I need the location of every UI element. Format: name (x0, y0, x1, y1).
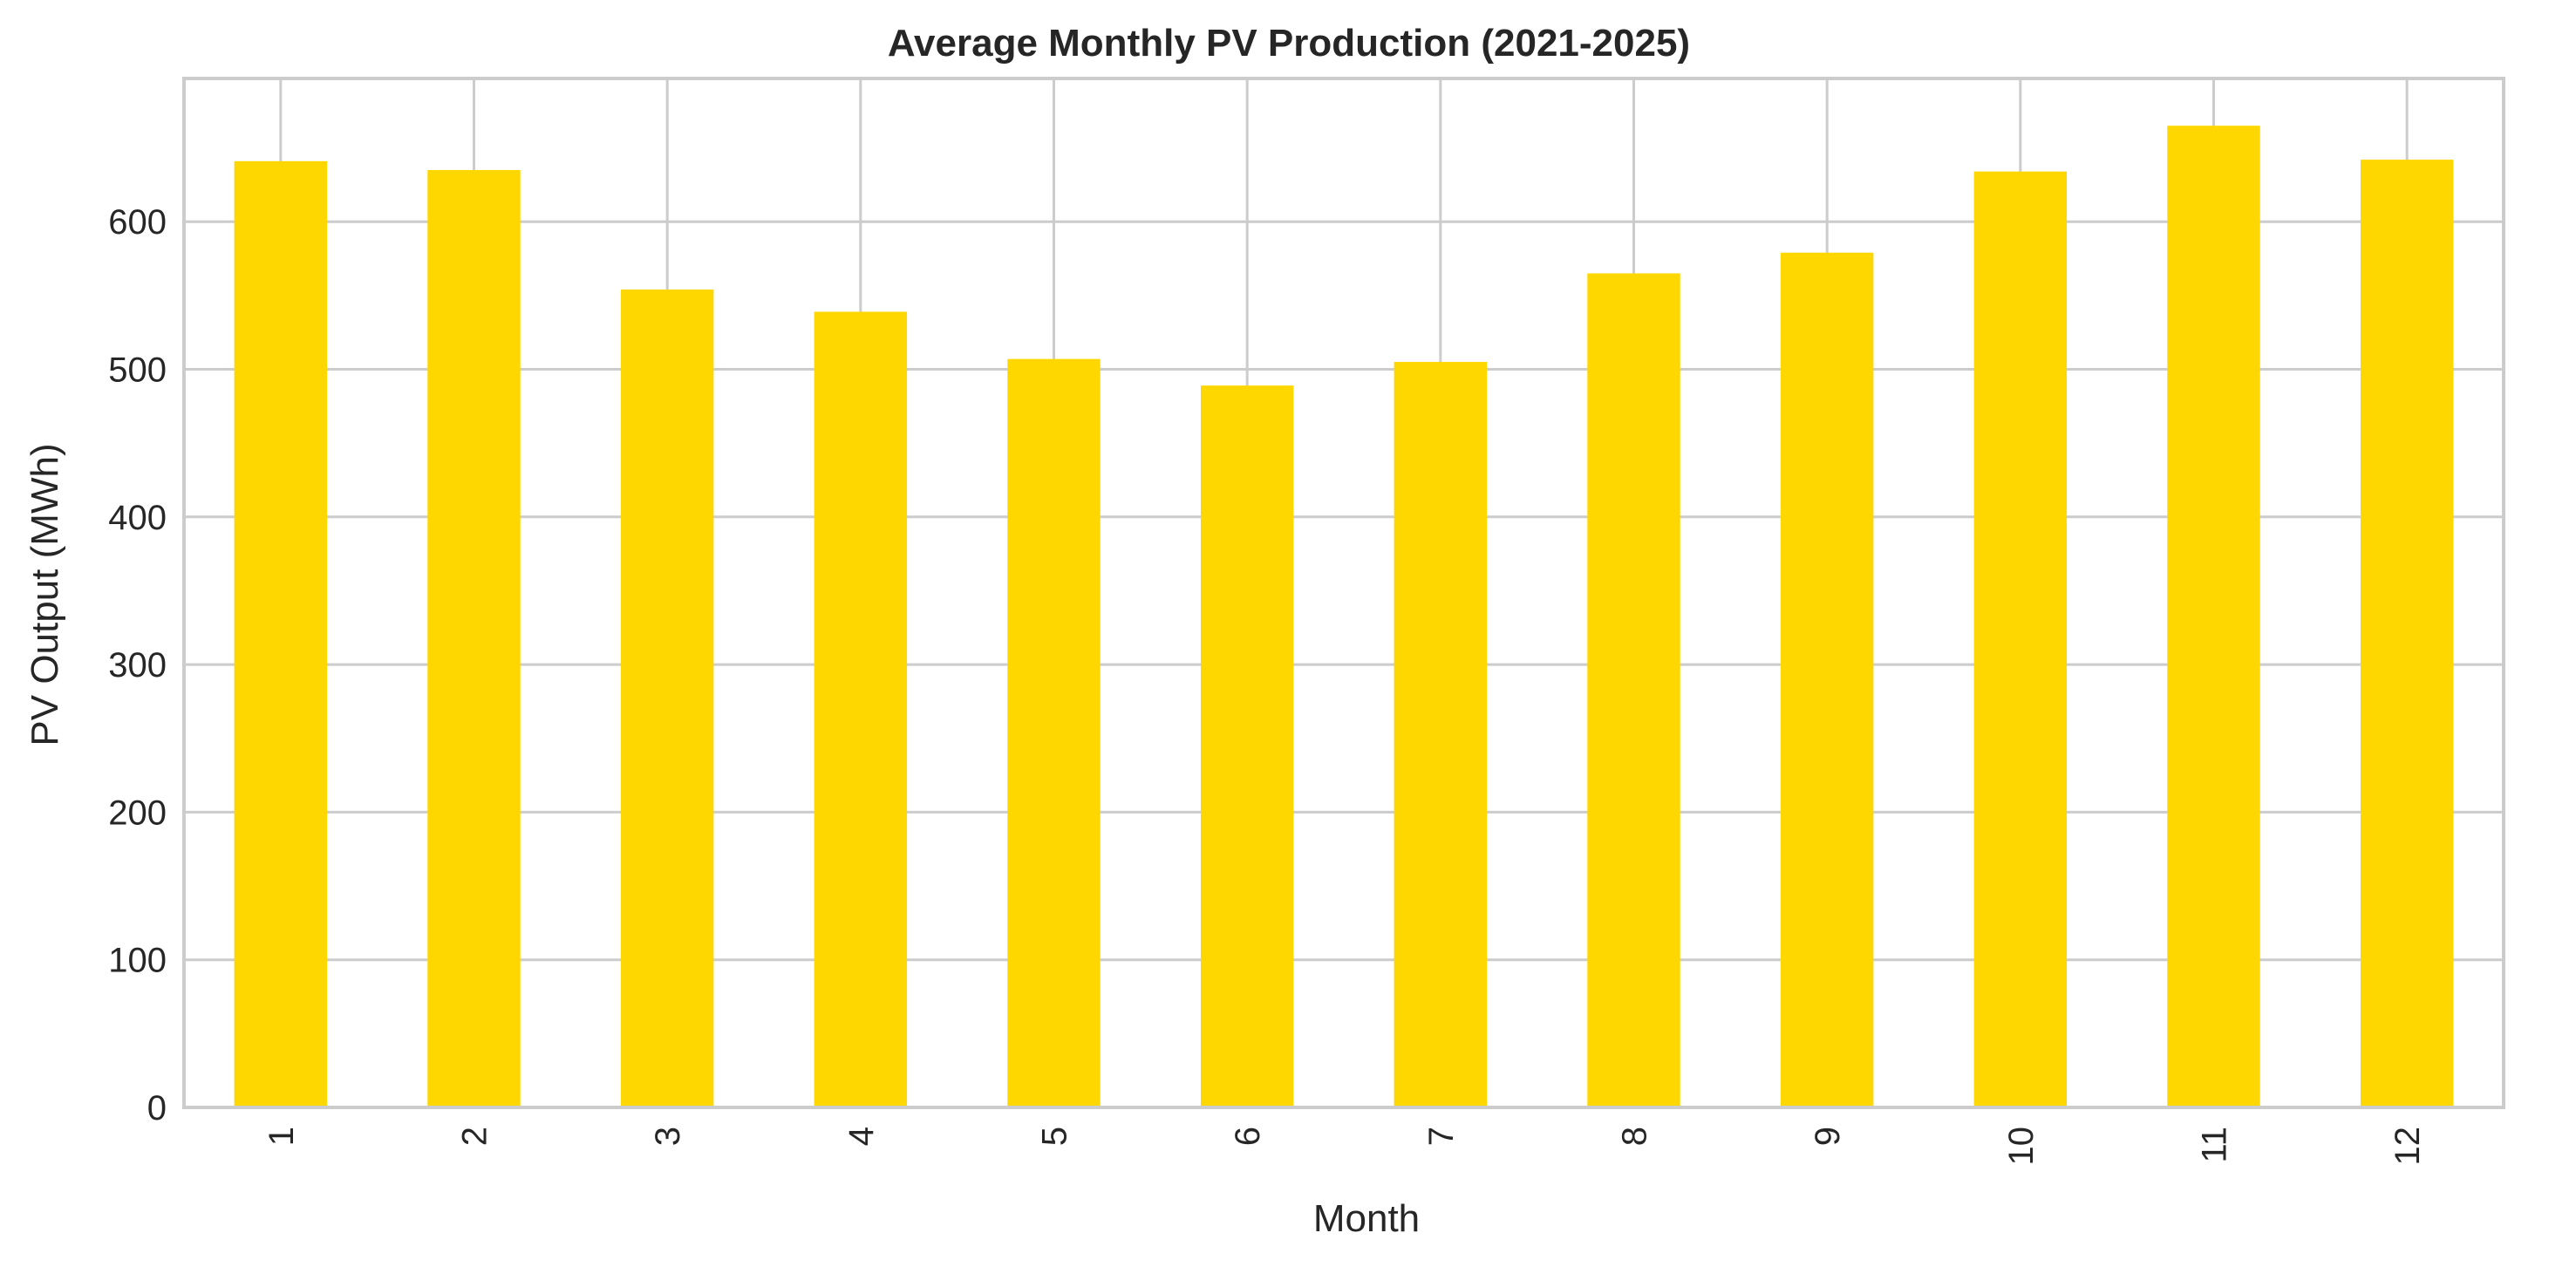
bar-month-6 (1200, 385, 1294, 1108)
bar-month-10 (1973, 171, 2068, 1107)
chart-title: Average Monthly PV Production (2021-2025… (888, 22, 1690, 65)
x-tick-label: 11 (2196, 1127, 2234, 1163)
bar-month-5 (1007, 358, 1101, 1107)
plot-frame (182, 77, 2505, 1109)
bar-month-1 (234, 160, 328, 1108)
y-tick-label: 400 (108, 499, 167, 537)
x-tick-labels: 1 2 3 4 5 6 7 8 9 10 11 12 (262, 1127, 2427, 1166)
y-axis-label: PV Output (MWh) (24, 443, 66, 746)
y-tick-labels: 0 100 200 300 400 500 600 (108, 203, 167, 1127)
x-axis-label: Month (1313, 1197, 1420, 1240)
x-tick-label: 5 (1036, 1127, 1074, 1146)
bar-month-2 (427, 169, 521, 1108)
x-tick-label: 10 (2002, 1127, 2041, 1166)
x-tick-label: 7 (1422, 1127, 1461, 1146)
x-tick-label: 9 (1809, 1127, 1847, 1146)
bar-month-8 (1587, 273, 1680, 1107)
x-tick-label: 6 (1229, 1127, 1267, 1146)
x-tick-label: 2 (456, 1127, 494, 1146)
x-tick-label: 8 (1616, 1127, 1654, 1146)
x-tick-label: 3 (649, 1127, 687, 1146)
y-tick-label: 100 (108, 942, 167, 980)
grid-lines (184, 78, 2504, 1109)
y-tick-label: 0 (147, 1089, 167, 1127)
x-tick-label: 1 (262, 1127, 301, 1146)
y-tick-label: 600 (108, 203, 167, 242)
bars (234, 126, 2454, 1108)
bar-month-9 (1780, 252, 1874, 1107)
bar-month-11 (2167, 126, 2260, 1107)
x-tick-label: 4 (842, 1127, 881, 1146)
bar-month-3 (620, 290, 714, 1107)
bar-month-12 (2360, 160, 2454, 1108)
x-tick-label: 12 (2389, 1127, 2427, 1166)
y-tick-label: 500 (108, 351, 167, 390)
y-tick-label: 200 (108, 794, 167, 832)
bar-month-4 (814, 311, 908, 1107)
y-tick-label: 300 (108, 646, 167, 685)
bar-month-7 (1394, 362, 1488, 1108)
